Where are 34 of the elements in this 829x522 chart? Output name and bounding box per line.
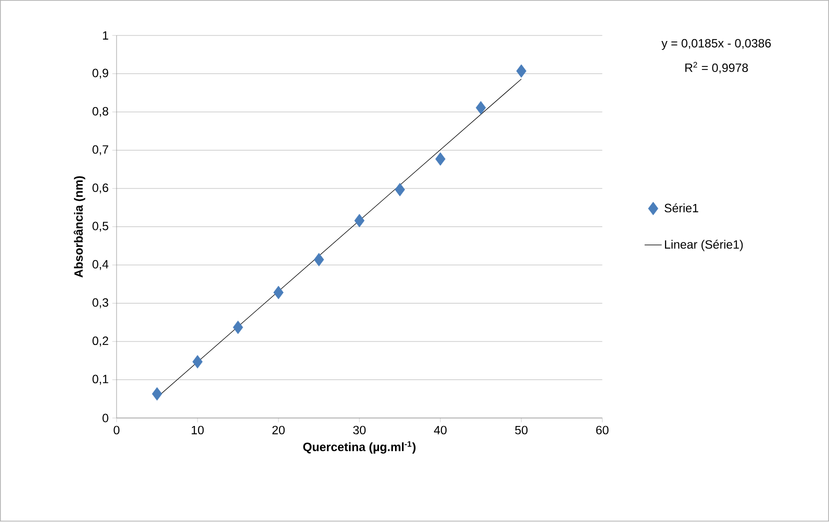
- x-tick-label: 10: [192, 426, 204, 435]
- y-tick-label: 0: [102, 414, 108, 422]
- legend-label: Série1: [664, 204, 698, 213]
- y-tick-label: 1: [102, 32, 108, 40]
- y-tick-label: 0,9: [92, 68, 108, 79]
- point: [152, 387, 162, 401]
- y-tick-label: 0,7: [92, 145, 108, 156]
- y-axis-title: Absorbância (nm): [74, 176, 86, 278]
- point: [435, 152, 446, 166]
- y-tick-label: 0,8: [92, 107, 108, 118]
- point: [232, 320, 244, 334]
- x-tick-label: 40: [434, 426, 447, 435]
- y-tick-label: 0,5: [92, 222, 108, 232]
- point: [192, 355, 203, 369]
- y-tick-label: 0,2: [92, 336, 108, 347]
- x-tick-label: 60: [596, 426, 608, 435]
- y-tick-label: 0,4: [92, 260, 108, 270]
- text: R$^{2}$ = 0,9978: [685, 62, 748, 74]
- x-tick-label: 0: [114, 426, 120, 435]
- y-tick-label: 0,3: [92, 298, 108, 308]
- point: [394, 183, 405, 197]
- point: [314, 253, 324, 267]
- point: [273, 286, 284, 300]
- text: y = 0,0185x - 0,0386: [661, 39, 771, 50]
- point: [476, 101, 486, 115]
- y-tick-label: 0,1: [92, 375, 108, 385]
- x-tick-label: 20: [272, 426, 285, 435]
- legend-label: Linear (Série1): [665, 240, 743, 252]
- x-axis-title: Quercetina (µg.ml$^{-1}$): [303, 441, 416, 454]
- point: [516, 64, 526, 78]
- y-tick-label: 0,6: [92, 184, 108, 194]
- x-tick-label: 30: [353, 426, 366, 435]
- x-tick-label: 50: [515, 426, 528, 435]
- point: [354, 214, 364, 228]
